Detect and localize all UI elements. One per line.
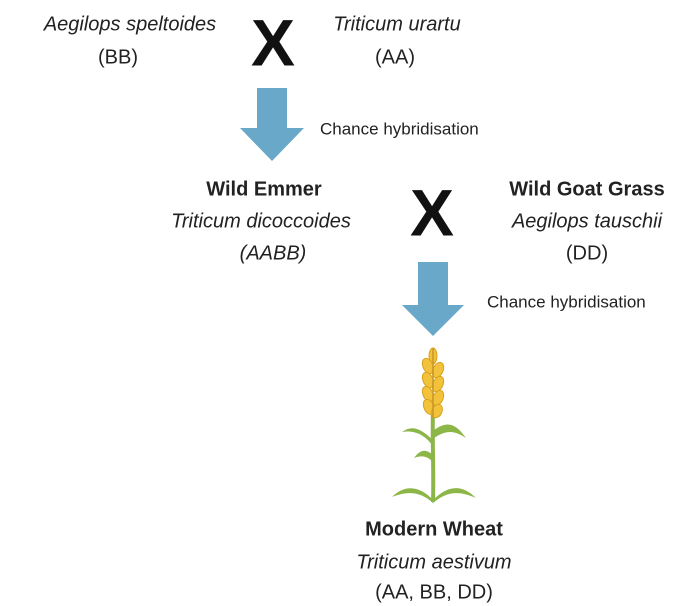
genome-label: (AABB) [240,242,307,264]
species-label: Aegilops tauschii [511,210,663,232]
cross-symbol: X [251,5,295,79]
species-label: Triticum urartu [333,13,460,35]
species-label: Aegilops speltoides [43,13,216,35]
genome-label: (DD) [566,242,608,264]
name-label: Wild Emmer [206,178,322,200]
arrow [402,262,464,336]
step-label: Chance hybridisation [320,119,479,138]
name-label: Modern Wheat [365,518,503,540]
arrow [240,88,304,161]
name-label: Wild Goat Grass [509,178,664,200]
species-label: Triticum dicoccoides [171,210,351,232]
species-label: Triticum aestivum [356,551,511,573]
step-label: Chance hybridisation [487,292,646,311]
wheat-plant [392,348,476,503]
genome-label: (AA) [375,46,415,68]
genome-label: (BB) [98,46,138,68]
genome-label: (AA, BB, DD) [375,581,493,603]
cross-symbol: X [410,175,454,249]
diagram: Aegilops speltoides (BB) X Triticum urar… [0,0,686,606]
